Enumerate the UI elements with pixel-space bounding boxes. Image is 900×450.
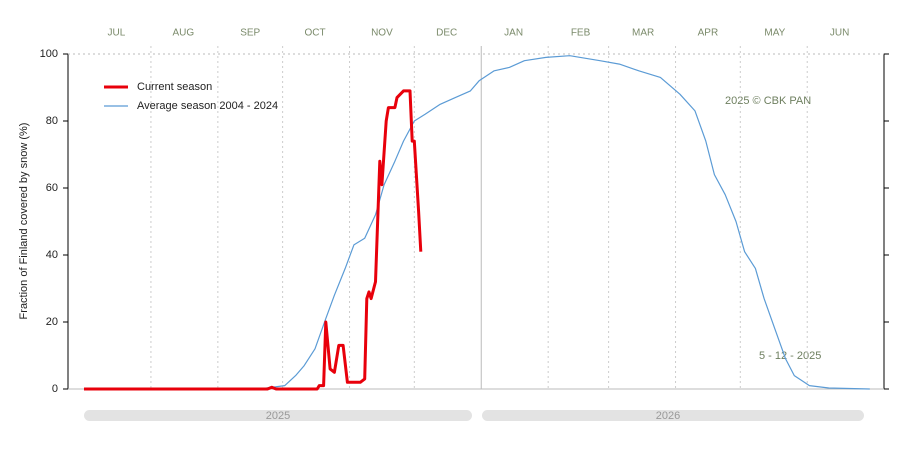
x-tick-label: OCT: [304, 28, 325, 39]
x-tick-label: JUL: [107, 28, 125, 39]
y-tick-label: 80: [46, 115, 58, 127]
copyright: 2025 © CBK PAN: [725, 95, 811, 107]
legend: [100, 72, 300, 122]
date-annotation: 5 - 12 - 2025: [759, 350, 821, 362]
x-tick-label: NOV: [371, 28, 393, 39]
x-tick-label: MAR: [632, 28, 654, 39]
x-tick-label: FEB: [571, 28, 591, 39]
y-tick-label: 0: [52, 383, 58, 395]
series-line: [84, 55, 870, 390]
year-label: 2026: [656, 410, 680, 422]
year-band: [84, 410, 472, 421]
x-tick-label: SEP: [240, 28, 260, 39]
x-tick-label: AUG: [172, 28, 194, 39]
y-tick-label: 20: [46, 316, 58, 328]
year-band: [482, 410, 864, 421]
x-tick-label: DEC: [436, 28, 457, 39]
x-tick-label: JAN: [504, 28, 523, 39]
y-tick-label: 60: [46, 182, 58, 194]
series-line: [84, 89, 423, 391]
y-tick-label: 40: [46, 249, 58, 261]
x-tick-label: JUN: [830, 28, 849, 39]
legend-label: Average season 2004 - 2024: [137, 100, 278, 112]
y-tick-label: 100: [40, 48, 58, 60]
y-axis-label: Fraction of Finland covered by snow (%): [18, 123, 30, 320]
x-tick-label: APR: [698, 28, 719, 39]
x-tick-label: MAY: [764, 28, 785, 39]
legend-label: Current season: [137, 81, 212, 93]
year-label: 2025: [266, 410, 290, 422]
